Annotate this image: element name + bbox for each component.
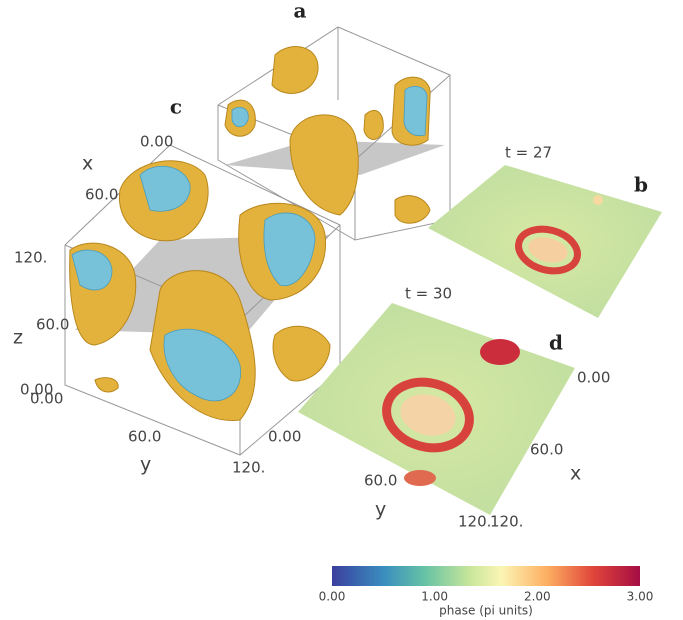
panel-d-heatmap (298, 303, 575, 515)
axis-label: y (140, 454, 151, 476)
axis-label: y (375, 499, 386, 521)
tick-label: 0.00 (268, 428, 301, 446)
tick-label: 120. (458, 513, 491, 531)
colorbar (332, 566, 640, 586)
tick-label: 0.00 (30, 390, 63, 408)
colorbar-ticks: 0.00 1.00 2.00 3.00 (319, 590, 654, 604)
panel-label: d (549, 331, 563, 355)
tick-label: 120. (14, 249, 47, 267)
tick-label: 60.0 (128, 428, 161, 446)
tick-label: 120. (490, 513, 523, 531)
tick-label: 60.0 (530, 441, 563, 459)
colorbar-title: phase (pi units) (439, 604, 533, 618)
panel-label: a (294, 0, 307, 23)
panel-b-heatmap (428, 165, 662, 318)
panel-label: c (170, 95, 182, 119)
axis-label: x (82, 153, 93, 175)
colorbar-tick-label: 2.00 (524, 590, 551, 604)
colorbar-tick-label: 3.00 (627, 590, 654, 604)
tick-label: 60.0 (36, 316, 69, 334)
colorbar-tick-label: 1.00 (421, 590, 448, 604)
tick-label: 60.0 (85, 186, 118, 204)
axis-label: z (13, 327, 23, 349)
panel-a-render (217, 26, 451, 241)
tick-label: 60.0 (364, 472, 397, 490)
tick-label: 0.00 (577, 369, 610, 387)
tick-label: 0.00 (20, 381, 53, 399)
axis-label: x (570, 463, 581, 485)
colorbar-tick-label: 0.00 (319, 590, 346, 604)
panel-c-render (64, 144, 341, 456)
time-label: t = 27 (505, 144, 552, 162)
panel-label: b (634, 173, 648, 197)
tick-label: 120. (232, 459, 265, 477)
tick-label: 0.00 (140, 133, 173, 151)
time-label: t = 30 (405, 285, 452, 303)
